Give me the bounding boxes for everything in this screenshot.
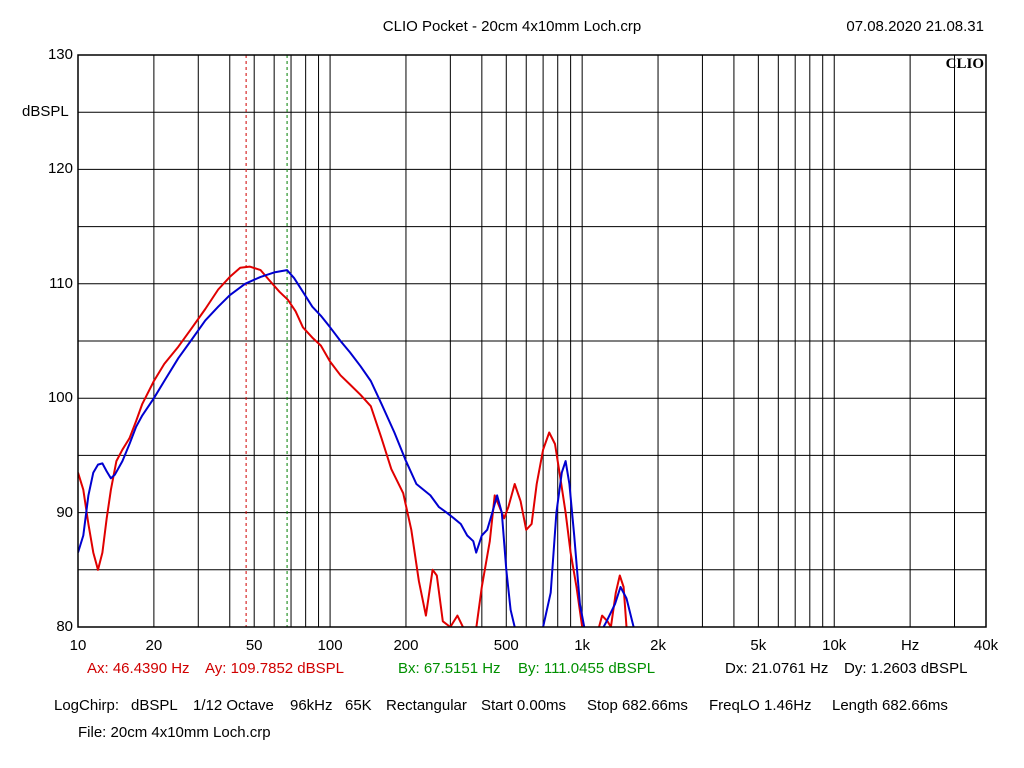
cursor-a-y-readout: Ay: 109.7852 dBSPL xyxy=(205,660,344,677)
plot-frame xyxy=(77,54,987,628)
y-tick-label: 130 xyxy=(47,46,73,63)
delta-x-readout: Dx: 21.0761 Hz xyxy=(725,660,829,677)
window-label: Rectangular xyxy=(386,697,467,714)
x-tick-label: 50 xyxy=(245,637,263,654)
chart-title: CLIO Pocket - 20cm 4x10mm Loch.crp xyxy=(382,18,642,35)
x-tick-label: 10k xyxy=(822,637,847,654)
x-tick-label: 10 xyxy=(69,637,87,654)
x-tick-label: 40k xyxy=(973,637,999,654)
x-tick-label: 500 xyxy=(493,637,519,654)
size-label: 65K xyxy=(345,697,372,714)
x-tick-label: 200 xyxy=(393,637,419,654)
y-tick-label: 90 xyxy=(56,503,73,521)
chart-cursors xyxy=(245,55,288,627)
cursor-b-x-readout: Bx: 67.5151 Hz xyxy=(398,660,501,677)
unit-label: dBSPL xyxy=(131,697,178,714)
chart-series xyxy=(78,265,635,627)
freqlo-label: FreqLO 1.46Hz xyxy=(709,697,812,714)
y-tick-label: 120 xyxy=(47,160,73,178)
x-tick-label: 5k xyxy=(750,637,767,654)
chart-grid xyxy=(78,55,986,627)
x-tick-label: 20 xyxy=(145,637,163,654)
mode-label: LogChirp: xyxy=(54,697,120,714)
cursor-a-x-readout: Ax: 46.4390 Hz xyxy=(87,660,190,677)
series-line-1 xyxy=(78,265,628,627)
file-label: File: 20cm 4x10mm Loch.crp xyxy=(78,724,271,741)
sample-rate-label: 96kHz xyxy=(290,697,333,714)
length-label: Length 682.66ms xyxy=(832,697,948,714)
y-axis-label: dBSPL xyxy=(22,103,69,120)
x-tick-label: 100 xyxy=(317,637,343,654)
smoothing-label: 1/12 Octave xyxy=(193,697,274,714)
x-tick-label: Hz xyxy=(900,637,920,654)
y-tick-label: 100 xyxy=(47,389,73,407)
y-tick-label: 110 xyxy=(49,274,73,292)
y-tick-label: 80 xyxy=(56,618,73,635)
start-label: Start 0.00ms xyxy=(481,697,567,714)
x-tick-label: 1k xyxy=(574,637,591,654)
delta-y-readout: Dy: 1.2603 dBSPL xyxy=(844,660,968,677)
series-line-2 xyxy=(78,269,635,627)
stop-label: Stop 682.66ms xyxy=(587,697,688,714)
cursor-b-y-readout: By: 111.0455 dBSPL xyxy=(518,660,656,677)
x-tick-label: 2k xyxy=(650,637,666,654)
timestamp: 07.08.2020 21.08.31 xyxy=(846,18,984,35)
clio-logo: CLIO xyxy=(946,56,984,72)
